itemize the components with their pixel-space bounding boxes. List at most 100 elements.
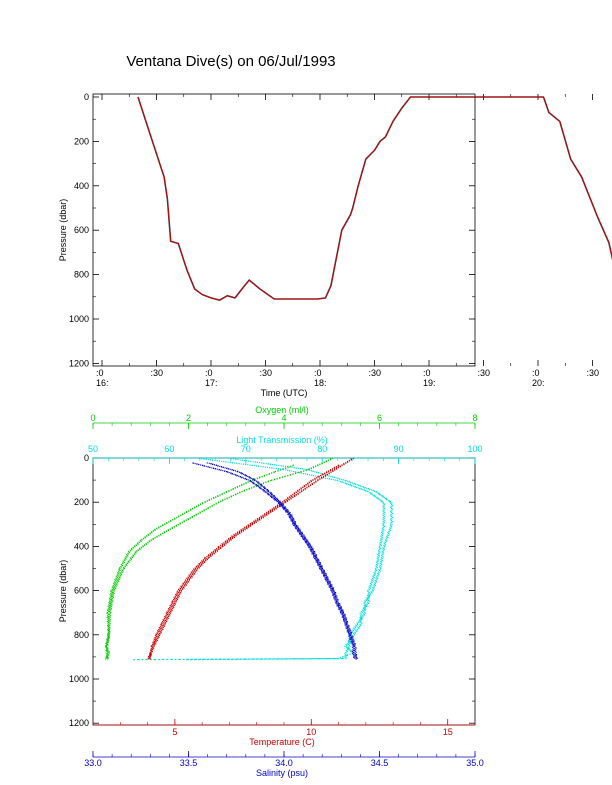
data-point	[118, 580, 120, 582]
data-point	[316, 560, 318, 562]
data-point	[122, 562, 124, 564]
data-point	[160, 631, 162, 633]
data-point	[390, 513, 392, 515]
data-point	[346, 644, 348, 646]
data-point	[294, 658, 296, 660]
data-point	[297, 658, 299, 660]
data-point	[106, 641, 108, 643]
data-point	[195, 569, 197, 571]
data-point	[161, 628, 163, 630]
data-point	[381, 561, 383, 563]
data-point	[316, 559, 318, 561]
data-point	[226, 541, 228, 543]
data-point	[137, 659, 139, 661]
data-point	[344, 619, 346, 621]
data-point	[256, 485, 258, 487]
data-point	[391, 521, 393, 523]
data-point	[310, 550, 312, 552]
data-point	[280, 468, 282, 470]
data-point	[350, 641, 352, 643]
data-point	[164, 623, 166, 625]
data-point	[196, 506, 198, 508]
data-point	[370, 581, 372, 583]
data-point	[108, 651, 110, 653]
data-point	[106, 620, 108, 622]
data-point	[107, 637, 109, 639]
data-point	[267, 491, 269, 493]
data-point	[338, 480, 340, 482]
data-point	[266, 658, 268, 660]
data-point	[311, 551, 313, 553]
data-point	[261, 518, 263, 520]
data-point	[314, 558, 316, 560]
data-point	[367, 601, 369, 603]
data-point	[378, 492, 380, 494]
data-point	[128, 551, 130, 553]
data-point	[251, 482, 253, 484]
data-point	[333, 592, 335, 594]
data-point	[299, 532, 301, 534]
data-point	[370, 585, 372, 587]
data-point	[316, 471, 318, 473]
data-point	[159, 633, 161, 635]
data-point	[219, 494, 221, 496]
data-point	[264, 658, 266, 660]
data-point	[390, 511, 392, 513]
y-tick-label: 0	[84, 92, 89, 102]
x-tick-label: :0 16:	[96, 368, 109, 388]
data-point	[112, 587, 114, 589]
data-point	[111, 592, 113, 594]
data-point	[196, 658, 198, 660]
data-point	[339, 605, 341, 607]
data-point	[337, 598, 339, 600]
data-point	[158, 659, 160, 661]
data-point	[204, 558, 206, 560]
data-point	[104, 658, 106, 660]
data-point	[372, 577, 374, 579]
data-point	[376, 577, 378, 579]
profile-y-tick-label: 600	[74, 586, 89, 596]
data-point	[296, 658, 298, 660]
data-point	[359, 620, 361, 622]
data-point	[246, 475, 248, 477]
data-point	[372, 578, 374, 580]
data-point	[108, 634, 110, 636]
data-point	[349, 628, 351, 630]
data-point	[113, 582, 115, 584]
data-point	[174, 603, 176, 605]
data-point	[111, 604, 113, 606]
data-point	[382, 514, 384, 516]
data-point	[375, 567, 377, 569]
data-point	[171, 601, 173, 603]
data-point	[211, 552, 213, 554]
data-point	[224, 658, 226, 660]
data-point	[256, 658, 258, 660]
data-point	[216, 550, 218, 552]
data-point	[229, 658, 231, 660]
data-point	[106, 641, 108, 643]
data-point	[129, 549, 131, 551]
data-point	[354, 631, 356, 633]
data-point	[150, 654, 152, 656]
data-point	[381, 557, 383, 559]
data-point	[380, 565, 382, 567]
data-point	[327, 577, 329, 579]
data-point	[336, 601, 338, 603]
data-point	[151, 648, 153, 650]
data-point	[239, 485, 241, 487]
axis-tick-label: 0	[90, 413, 95, 423]
data-point	[109, 603, 111, 605]
data-point	[380, 535, 382, 537]
data-point	[329, 658, 331, 660]
data-point	[321, 658, 323, 660]
data-point	[108, 606, 110, 608]
data-point	[111, 595, 113, 597]
data-point	[252, 481, 254, 483]
data-point	[332, 658, 334, 660]
data-point	[305, 484, 307, 486]
data-point	[222, 500, 224, 502]
data-point	[282, 465, 284, 467]
data-point	[257, 485, 259, 487]
data-point	[167, 658, 169, 660]
data-point	[355, 487, 357, 489]
